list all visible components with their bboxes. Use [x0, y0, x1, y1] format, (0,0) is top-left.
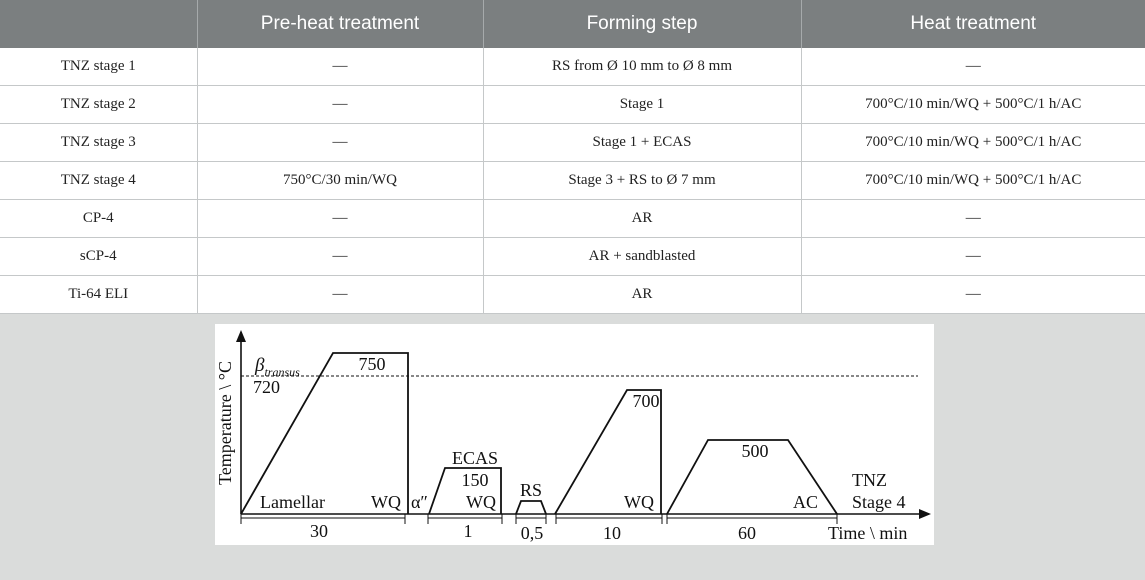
table-row: TNZ stage 4 750°C/30 min/WQ Stage 3 + RS…	[0, 161, 1145, 200]
wq-label-1: WQ	[371, 492, 401, 512]
header-heat-treatment: Heat treatment	[801, 0, 1145, 48]
wq-label-3: WQ	[624, 492, 654, 512]
peak-150-label: 150	[462, 470, 489, 490]
beta-transus-label: βtransus	[254, 355, 300, 379]
header-pre-heat-treatment: Pre-heat treatment	[197, 0, 484, 48]
duration-bracket-10	[555, 514, 663, 524]
cell-heat-treatment: —	[801, 199, 1145, 238]
beta-transus-value: 720	[253, 377, 280, 397]
duration-0-5: 0,5	[521, 523, 544, 543]
cell-heat-treatment: —	[801, 237, 1145, 276]
alpha-double-prime-label: α″	[411, 492, 428, 512]
duration-10: 10	[603, 523, 621, 543]
cell-material: TNZ stage 1	[0, 48, 198, 86]
cell-material: TNZ stage 4	[0, 161, 198, 200]
table-row: TNZ stage 1 — RS from Ø 10 mm to Ø 8 mm …	[0, 48, 1145, 86]
duration-1: 1	[464, 521, 473, 541]
heat-treatment-750-profile	[240, 352, 409, 515]
header-material	[0, 0, 198, 48]
cell-forming: AR	[483, 199, 802, 238]
cell-pre-heat: —	[197, 48, 484, 86]
duration-60: 60	[738, 523, 756, 543]
table-header-row: Pre-heat treatment Forming step Heat tre…	[0, 0, 1145, 48]
rs-label: RS	[520, 480, 542, 500]
cell-material: sCP-4	[0, 237, 198, 276]
cell-forming: Stage 1 + ECAS	[483, 123, 802, 162]
process-route-diagram: Temperature \ °C βtransus 720 750 Lamell…	[215, 324, 934, 545]
process-route-svg: Temperature \ °C βtransus 720 750 Lamell…	[215, 330, 931, 543]
cell-heat-treatment: —	[801, 48, 1145, 86]
cell-forming: AR	[483, 275, 802, 314]
cell-heat-treatment: 700°C/10 min/WQ + 500°C/1 h/AC	[801, 161, 1145, 200]
ecas-label: ECAS	[452, 448, 498, 468]
cell-pre-heat: —	[197, 85, 484, 124]
cell-pre-heat: —	[197, 199, 484, 238]
table-row: CP-4 — AR —	[0, 199, 1145, 238]
cell-material: TNZ stage 2	[0, 85, 198, 124]
cell-pre-heat: 750°C/30 min/WQ	[197, 161, 484, 200]
cell-pre-heat: —	[197, 275, 484, 314]
duration-30: 30	[310, 521, 328, 541]
ecas-150-profile	[428, 467, 502, 515]
cell-forming: Stage 1	[483, 85, 802, 124]
cell-material: Ti-64 ELI	[0, 275, 198, 314]
cell-heat-treatment: 700°C/10 min/WQ + 500°C/1 h/AC	[801, 123, 1145, 162]
ac-label: AC	[793, 492, 818, 512]
cell-material: CP-4	[0, 199, 198, 238]
header-forming-step: Forming step	[483, 0, 802, 48]
cell-pre-heat: —	[197, 123, 484, 162]
table-row: TNZ stage 3 — Stage 1 + ECAS 700°C/10 mi…	[0, 123, 1145, 162]
cell-forming: Stage 3 + RS to Ø 7 mm	[483, 161, 802, 200]
stage-label-tnz: TNZ	[852, 470, 887, 490]
heat-treatment-700-profile	[554, 389, 662, 515]
cell-forming: RS from Ø 10 mm to Ø 8 mm	[483, 48, 802, 86]
cell-heat-treatment: 700°C/10 min/WQ + 500°C/1 h/AC	[801, 85, 1145, 124]
lamellar-label: Lamellar	[260, 492, 325, 512]
cell-material: TNZ stage 3	[0, 123, 198, 162]
duration-bracket-30	[240, 514, 406, 524]
cell-heat-treatment: —	[801, 275, 1145, 314]
cell-forming: AR + sandblasted	[483, 237, 802, 276]
wq-label-2: WQ	[466, 492, 496, 512]
processing-table: Pre-heat treatment Forming step Heat tre…	[0, 0, 1145, 314]
cell-pre-heat: —	[197, 237, 484, 276]
table-row: Ti-64 ELI — AR —	[0, 275, 1145, 314]
peak-700-label: 700	[633, 391, 660, 411]
duration-bracket-0-5	[515, 514, 547, 524]
peak-750-label: 750	[359, 354, 386, 374]
y-axis-label: Temperature \ °C	[215, 361, 235, 485]
heat-treatment-500-profile	[666, 439, 838, 515]
stage-label-stage4: Stage 4	[852, 492, 906, 512]
x-axis-label: Time \ min	[828, 523, 907, 543]
peak-500-label: 500	[742, 441, 769, 461]
table-row: TNZ stage 2 — Stage 1 700°C/10 min/WQ + …	[0, 85, 1145, 124]
duration-bracket-60	[666, 514, 838, 524]
rs-profile	[515, 500, 547, 515]
table-row: sCP-4 — AR + sandblasted —	[0, 237, 1145, 276]
duration-bracket-1	[427, 514, 503, 524]
